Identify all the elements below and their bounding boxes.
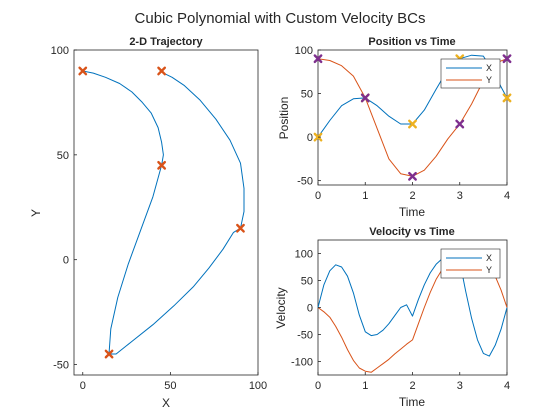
position-xtick-label: 1 — [362, 190, 368, 202]
trajectory-ytick-label: 50 — [57, 150, 69, 162]
velocity-ytick-label: 0 — [307, 303, 313, 315]
position-ytick-label: -50 — [297, 176, 313, 188]
position-x-waypoint-marker — [408, 119, 417, 129]
velocity-ylabel: Velocity — [274, 287, 288, 328]
position-x-waypoint-marker — [502, 93, 512, 103]
trajectory-waypoint-marker — [157, 66, 167, 76]
position-ytick-label: 50 — [301, 89, 313, 101]
trajectory-xlabel: X — [162, 396, 170, 410]
velocity-xtick-label: 2 — [409, 380, 415, 392]
position-xlabel: Time — [399, 205, 426, 219]
velocity-xtick-label: 0 — [315, 380, 321, 392]
position-legend-label-x: X — [486, 63, 492, 73]
position-legend-label-y: Y — [486, 75, 492, 85]
trajectory-waypoint-marker — [236, 223, 245, 233]
trajectory-waypoint-marker — [157, 160, 167, 170]
velocity-legend-label-x: X — [486, 253, 492, 263]
position-xtick-label: 0 — [315, 190, 321, 202]
position-xtick-label: 4 — [504, 190, 510, 202]
trajectory-ticks: 0 50 100 -50 0 50 100 — [51, 45, 268, 392]
trajectory-ylabel: Y — [29, 209, 43, 217]
trajectory-ytick-label: 100 — [51, 45, 69, 57]
position-title: Position vs Time — [368, 36, 455, 48]
velocity-xtick-label: 3 — [457, 380, 463, 392]
position-y-waypoint-marker — [502, 54, 512, 64]
trajectory-waypoint-marker — [104, 349, 114, 359]
position-y-waypoint-marker — [313, 54, 323, 64]
trajectory-xtick-label: 100 — [249, 380, 267, 392]
figure-suptitle: Cubic Polynomial with Custom Velocity BC… — [135, 10, 426, 27]
position-y-waypoint-marker — [455, 119, 465, 129]
velocity-legend-box — [440, 248, 501, 279]
trajectory-waypoint-marker — [78, 66, 88, 76]
position-xtick-label: 3 — [457, 190, 463, 202]
trajectory-title: 2-D Trajectory — [129, 36, 203, 48]
trajectory-plot-box — [73, 49, 259, 376]
position-legend-box — [440, 58, 501, 89]
position-legend: X Y — [440, 58, 501, 89]
trajectory-axes: 2-D Trajectory 0 50 100 -50 0 50 100 X Y — [29, 36, 267, 410]
velocity-xlabel: Time — [399, 395, 426, 409]
position-marks — [313, 54, 512, 181]
position-y-waypoint-marker — [408, 171, 417, 181]
position-y-waypoint-marker — [360, 93, 370, 103]
trajectory-marks — [78, 66, 245, 359]
velocity-ytick-label: 50 — [301, 276, 313, 288]
trajectory-ytick-label: -50 — [53, 360, 69, 372]
velocity-title: Velocity vs Time — [369, 226, 454, 238]
position-ytick-label: 0 — [307, 132, 313, 144]
velocity-xtick-label: 4 — [504, 380, 510, 392]
velocity-ytick-label: -100 — [291, 357, 313, 369]
velocity-ytick-label: -50 — [297, 330, 313, 342]
velocity-legend-label-y: Y — [486, 265, 492, 275]
position-ylabel: Position — [277, 97, 291, 140]
velocity-legend: X Y — [440, 248, 501, 279]
trajectory-ytick-label: 0 — [63, 255, 69, 267]
velocity-x-line — [317, 257, 508, 357]
trajectory-line — [82, 70, 245, 355]
velocity-xtick-label: 1 — [362, 380, 368, 392]
velocity-ticks: 0 1 2 3 4 -100 -50 0 50 100 — [291, 249, 510, 393]
trajectory-xtick-label: 50 — [164, 380, 176, 392]
position-xtick-label: 2 — [409, 190, 415, 202]
position-ytick-label: 100 — [295, 45, 313, 57]
trajectory-xtick-label: 0 — [80, 380, 86, 392]
velocity-ytick-label: 100 — [295, 249, 313, 261]
